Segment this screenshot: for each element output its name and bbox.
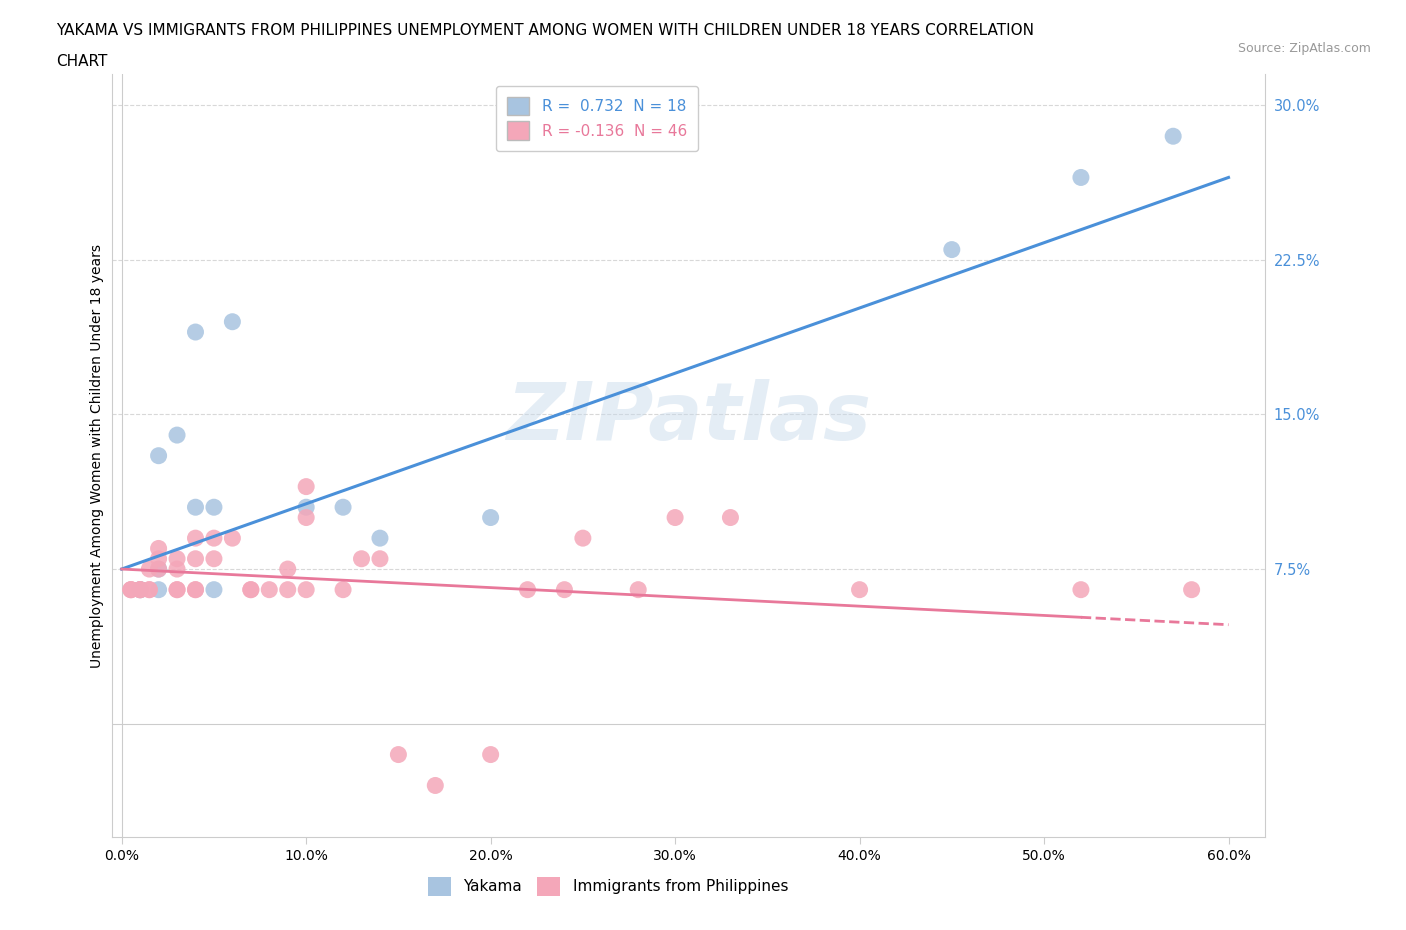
Point xyxy=(148,562,170,577)
Text: ZIPatlas: ZIPatlas xyxy=(506,379,872,457)
Point xyxy=(202,582,225,597)
Point xyxy=(129,582,152,597)
Point xyxy=(553,582,575,597)
Text: Source: ZipAtlas.com: Source: ZipAtlas.com xyxy=(1237,42,1371,55)
Legend: Yakama, Immigrants from Philippines: Yakama, Immigrants from Philippines xyxy=(422,871,794,902)
Point xyxy=(129,582,152,597)
Point xyxy=(295,499,318,514)
Point xyxy=(138,582,160,597)
Y-axis label: Unemployment Among Women with Children Under 18 years: Unemployment Among Women with Children U… xyxy=(90,244,104,668)
Point xyxy=(239,582,262,597)
Point xyxy=(202,551,225,566)
Point xyxy=(277,562,299,577)
Point xyxy=(166,428,188,443)
Point xyxy=(720,510,742,525)
Text: CHART: CHART xyxy=(56,54,108,69)
Point xyxy=(1070,170,1092,185)
Point xyxy=(277,582,299,597)
Point xyxy=(148,562,170,577)
Point xyxy=(184,582,207,597)
Point xyxy=(368,551,391,566)
Point xyxy=(295,479,318,494)
Point xyxy=(184,499,207,514)
Point xyxy=(166,551,188,566)
Point xyxy=(221,531,243,546)
Point xyxy=(138,562,160,577)
Point xyxy=(148,448,170,463)
Point xyxy=(627,582,650,597)
Point xyxy=(120,582,142,597)
Point xyxy=(572,531,595,546)
Point xyxy=(184,531,207,546)
Point xyxy=(479,747,502,762)
Point xyxy=(129,582,152,597)
Point xyxy=(239,582,262,597)
Point xyxy=(1161,128,1184,143)
Point xyxy=(148,541,170,556)
Point xyxy=(332,582,354,597)
Point xyxy=(138,582,160,597)
Point xyxy=(1181,582,1204,597)
Point xyxy=(202,499,225,514)
Point xyxy=(516,582,538,597)
Point xyxy=(120,582,142,597)
Point xyxy=(295,510,318,525)
Point xyxy=(166,562,188,577)
Point xyxy=(848,582,870,597)
Point xyxy=(129,582,152,597)
Point xyxy=(148,551,170,566)
Point xyxy=(166,582,188,597)
Point xyxy=(202,531,225,546)
Point xyxy=(479,510,502,525)
Point xyxy=(368,531,391,546)
Point xyxy=(148,582,170,597)
Point xyxy=(350,551,373,566)
Point xyxy=(129,582,152,597)
Point xyxy=(221,314,243,329)
Point xyxy=(184,325,207,339)
Point xyxy=(664,510,686,525)
Text: YAKAMA VS IMMIGRANTS FROM PHILIPPINES UNEMPLOYMENT AMONG WOMEN WITH CHILDREN UND: YAKAMA VS IMMIGRANTS FROM PHILIPPINES UN… xyxy=(56,23,1035,38)
Point xyxy=(120,582,142,597)
Point xyxy=(184,551,207,566)
Point xyxy=(259,582,281,597)
Point xyxy=(166,582,188,597)
Point xyxy=(387,747,409,762)
Point xyxy=(295,582,318,597)
Point xyxy=(425,778,447,793)
Point xyxy=(332,499,354,514)
Point xyxy=(184,582,207,597)
Point xyxy=(1070,582,1092,597)
Point xyxy=(941,242,963,257)
